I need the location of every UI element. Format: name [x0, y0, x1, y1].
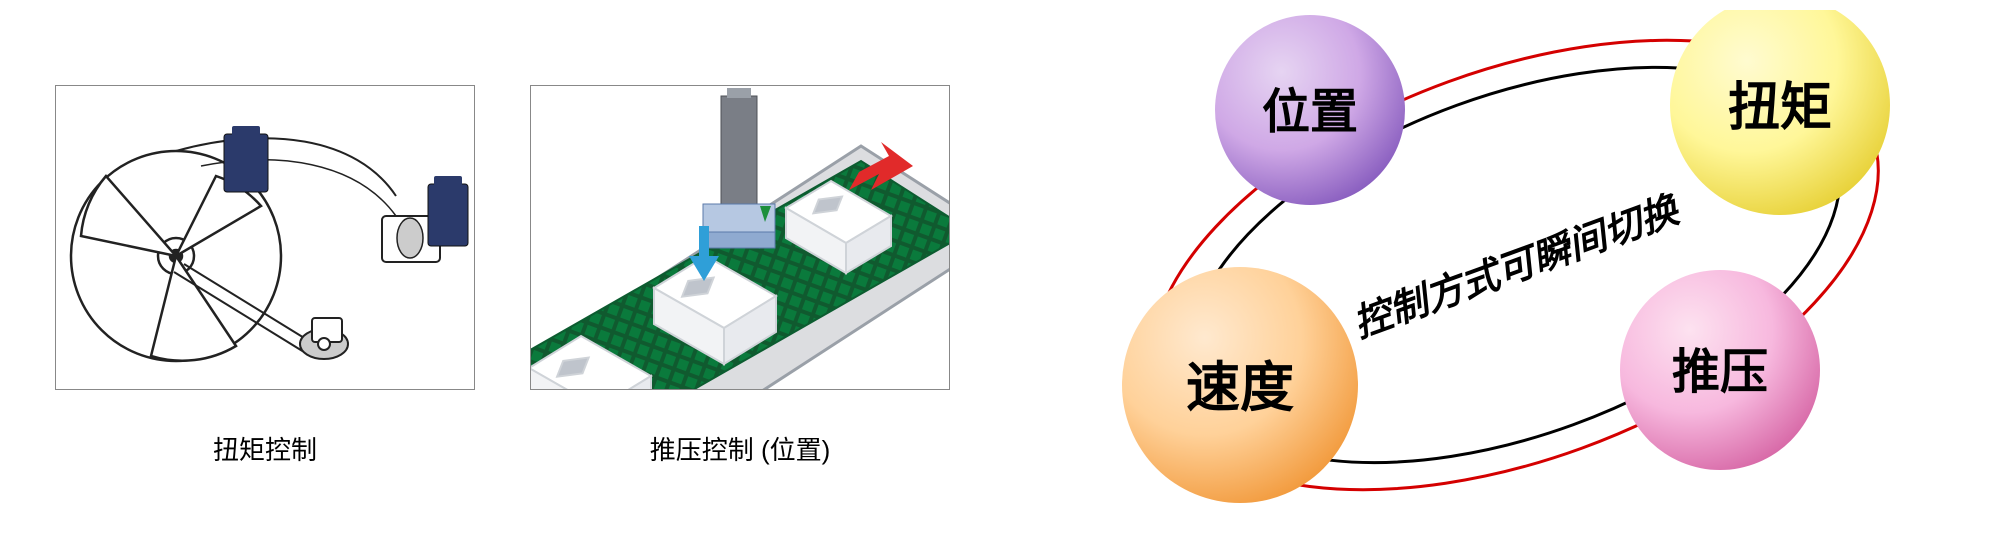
svg-text:速度: 速度 [1186, 358, 1294, 418]
push-illustration-svg [531, 86, 950, 390]
svg-text:推压: 推压 [1672, 346, 1768, 399]
control-mode-cycle-diagram: 控制方式可瞬间切换 位置 扭矩 推压 速度 [1100, 10, 1930, 520]
cycle-svg: 控制方式可瞬间切换 位置 扭矩 推压 速度 [1100, 10, 1930, 520]
figure-push-control [530, 85, 950, 390]
svg-text:位置: 位置 [1262, 86, 1358, 139]
caption-push: 推压控制 (位置) [530, 430, 950, 467]
node-speed: 速度 [1122, 267, 1358, 503]
node-torque: 扭矩 [1670, 10, 1890, 215]
node-position: 位置 [1215, 15, 1405, 205]
caption-torque: 扭矩控制 [55, 430, 475, 467]
torque-illustration-svg [56, 86, 475, 390]
figure-torque-control [55, 85, 475, 390]
node-push: 推压 [1620, 270, 1820, 470]
svg-text:扭矩: 扭矩 [1728, 79, 1832, 137]
